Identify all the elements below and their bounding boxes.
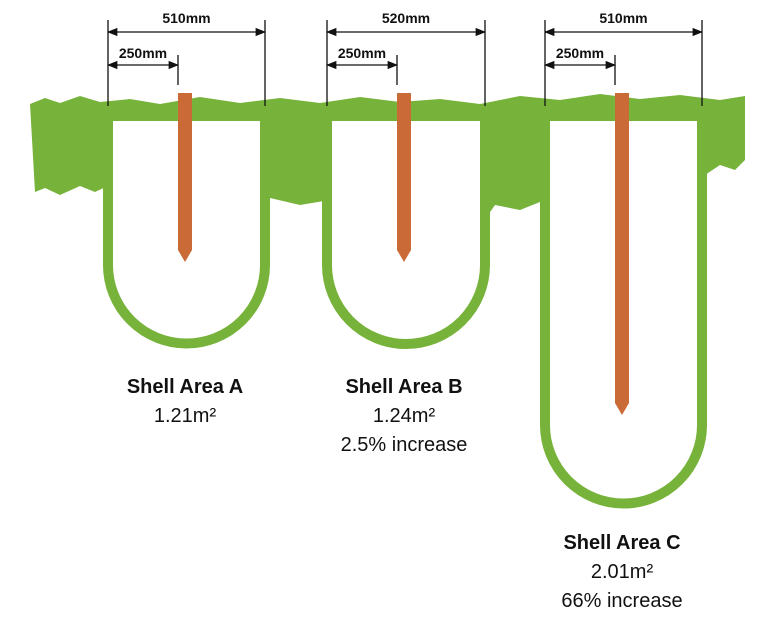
shell-increase: 2.5% increase	[341, 434, 468, 456]
shell-title: Shell Area B	[345, 376, 462, 398]
shell-title: Shell Area C	[563, 532, 680, 554]
shell-area: 1.24m²	[373, 405, 436, 427]
stake-label: 250mm	[119, 45, 167, 61]
shell-title: Shell Area A	[127, 376, 243, 398]
width-label: 510mm	[599, 10, 647, 26]
shell-area: 2.01m²	[591, 561, 654, 583]
shell-increase: 66% increase	[561, 590, 682, 612]
stake-label: 250mm	[338, 45, 386, 61]
stake	[178, 93, 192, 262]
stake-label: 250mm	[556, 45, 604, 61]
width-label: 510mm	[162, 10, 210, 26]
stake	[397, 93, 411, 262]
width-label: 520mm	[382, 10, 430, 26]
shell-area: 1.21m²	[154, 405, 217, 427]
stake	[615, 93, 629, 415]
